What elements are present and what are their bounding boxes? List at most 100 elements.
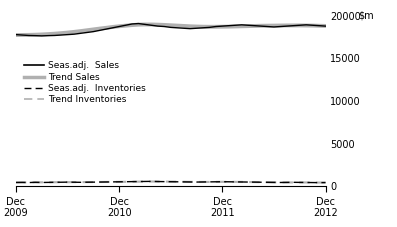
Seas.adj.  Inventories bbox=[117, 180, 121, 183]
Trend Sales bbox=[123, 24, 128, 27]
Trend Sales bbox=[155, 23, 160, 26]
Seas.adj.  Inventories bbox=[33, 181, 38, 184]
Seas.adj.  Inventories bbox=[155, 180, 160, 183]
Trend Sales bbox=[175, 24, 179, 27]
Seas.adj.  Inventories bbox=[97, 181, 102, 183]
Trend Inventories bbox=[117, 180, 121, 183]
Trend Inventories bbox=[46, 181, 50, 184]
Trend Inventories bbox=[252, 181, 257, 183]
Seas.adj.  Sales bbox=[265, 25, 270, 28]
Trend Sales bbox=[194, 25, 199, 28]
Trend Inventories bbox=[123, 180, 128, 183]
Seas.adj.  Inventories bbox=[323, 181, 328, 184]
Seas.adj.  Sales bbox=[26, 34, 31, 37]
Seas.adj.  Inventories bbox=[194, 181, 199, 183]
Trend Sales bbox=[65, 31, 70, 34]
Seas.adj.  Sales bbox=[226, 24, 231, 27]
Seas.adj.  Inventories bbox=[13, 181, 18, 184]
Trend Sales bbox=[97, 27, 102, 30]
Seas.adj.  Inventories bbox=[246, 181, 251, 183]
Seas.adj.  Sales bbox=[175, 26, 179, 29]
Seas.adj.  Sales bbox=[117, 25, 121, 28]
Trend Sales bbox=[162, 24, 167, 26]
Trend Sales bbox=[265, 24, 270, 27]
Trend Sales bbox=[214, 25, 218, 28]
Seas.adj.  Inventories bbox=[200, 181, 205, 183]
Seas.adj.  Sales bbox=[246, 24, 251, 27]
Seas.adj.  Sales bbox=[71, 33, 76, 36]
Trend Sales bbox=[181, 25, 186, 27]
Seas.adj.  Sales bbox=[149, 24, 154, 27]
Trend Inventories bbox=[220, 180, 225, 183]
Trend Inventories bbox=[91, 181, 96, 183]
Seas.adj.  Inventories bbox=[85, 181, 89, 184]
Seas.adj.  Inventories bbox=[39, 181, 44, 184]
Trend Inventories bbox=[136, 180, 141, 183]
Trend Inventories bbox=[304, 181, 308, 184]
Trend Sales bbox=[188, 25, 193, 28]
Trend Inventories bbox=[104, 181, 108, 183]
Trend Sales bbox=[71, 30, 76, 33]
Trend Sales bbox=[278, 24, 283, 27]
Seas.adj.  Sales bbox=[104, 28, 108, 30]
Seas.adj.  Inventories bbox=[52, 181, 57, 184]
Trend Sales bbox=[136, 23, 141, 26]
Trend Sales bbox=[220, 25, 225, 28]
Trend Sales bbox=[149, 23, 154, 26]
Trend Sales bbox=[252, 25, 257, 27]
Seas.adj.  Sales bbox=[310, 24, 315, 27]
Trend Inventories bbox=[71, 181, 76, 183]
Seas.adj.  Inventories bbox=[233, 180, 237, 183]
Seas.adj.  Sales bbox=[13, 33, 18, 36]
Seas.adj.  Sales bbox=[162, 25, 167, 28]
Trend Inventories bbox=[291, 181, 296, 184]
Seas.adj.  Sales bbox=[214, 25, 218, 28]
Trend Inventories bbox=[97, 181, 102, 183]
Seas.adj.  Sales bbox=[181, 27, 186, 30]
Seas.adj.  Inventories bbox=[46, 181, 50, 184]
Seas.adj.  Inventories bbox=[136, 180, 141, 183]
Seas.adj.  Sales bbox=[188, 27, 193, 30]
Seas.adj.  Sales bbox=[123, 24, 128, 27]
Line: Seas.adj.  Inventories: Seas.adj. Inventories bbox=[16, 181, 326, 183]
Trend Sales bbox=[91, 28, 96, 31]
Seas.adj.  Sales bbox=[239, 23, 244, 26]
Seas.adj.  Inventories bbox=[149, 180, 154, 183]
Trend Sales bbox=[26, 34, 31, 36]
Seas.adj.  Sales bbox=[323, 25, 328, 27]
Seas.adj.  Sales bbox=[85, 31, 89, 34]
Seas.adj.  Inventories bbox=[259, 181, 264, 184]
Trend Sales bbox=[297, 24, 302, 27]
Line: Trend Inventories: Trend Inventories bbox=[16, 182, 326, 183]
Seas.adj.  Inventories bbox=[272, 181, 276, 184]
Seas.adj.  Inventories bbox=[220, 180, 225, 183]
Trend Inventories bbox=[26, 181, 31, 184]
Seas.adj.  Inventories bbox=[59, 181, 64, 184]
Trend Inventories bbox=[85, 181, 89, 183]
Trend Sales bbox=[284, 24, 289, 27]
Seas.adj.  Inventories bbox=[104, 181, 108, 183]
Trend Inventories bbox=[233, 180, 237, 183]
Seas.adj.  Sales bbox=[220, 25, 225, 27]
Trend Inventories bbox=[323, 181, 328, 184]
Seas.adj.  Sales bbox=[278, 25, 283, 28]
Trend Inventories bbox=[188, 180, 193, 183]
Line: Seas.adj.  Sales: Seas.adj. Sales bbox=[16, 24, 326, 36]
Seas.adj.  Sales bbox=[168, 26, 173, 29]
Seas.adj.  Sales bbox=[233, 24, 237, 27]
Seas.adj.  Inventories bbox=[123, 180, 128, 183]
Seas.adj.  Inventories bbox=[291, 181, 296, 184]
Seas.adj.  Sales bbox=[129, 23, 134, 25]
Trend Sales bbox=[272, 24, 276, 27]
Trend Inventories bbox=[259, 181, 264, 184]
Seas.adj.  Inventories bbox=[214, 180, 218, 183]
Trend Sales bbox=[104, 26, 108, 29]
Trend Sales bbox=[39, 33, 44, 36]
Trend Inventories bbox=[310, 181, 315, 184]
Seas.adj.  Inventories bbox=[310, 181, 315, 184]
Trend Sales bbox=[304, 24, 308, 27]
Trend Inventories bbox=[265, 181, 270, 184]
Seas.adj.  Inventories bbox=[168, 180, 173, 183]
Trend Inventories bbox=[20, 181, 25, 184]
Trend Sales bbox=[239, 25, 244, 28]
